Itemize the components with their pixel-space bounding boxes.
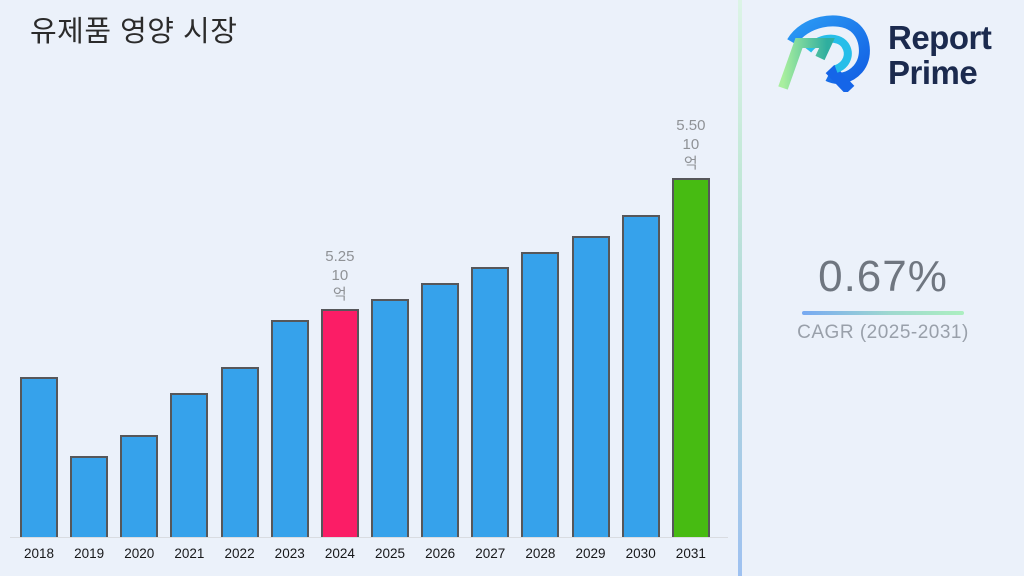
cagr-underline xyxy=(802,311,964,315)
bar-group-2018: 2018 xyxy=(20,126,58,561)
logo-line2: Prime xyxy=(888,53,978,91)
x-tick-2018: 2018 xyxy=(23,546,55,561)
bar-2029 xyxy=(571,236,610,537)
cagr-label: CAGR (2025-2031) xyxy=(797,322,969,343)
x-tick-2020: 2020 xyxy=(124,546,155,561)
x-axis-line xyxy=(10,537,728,538)
report-prime-logo: Report Prime xyxy=(776,12,992,97)
x-tick-2019: 2019 xyxy=(74,546,105,561)
cagr-value: 0.67% xyxy=(818,252,948,301)
bar-group-2022: 2022 xyxy=(220,126,259,561)
bar-2028 xyxy=(521,252,560,537)
report-prime-logo-icon xyxy=(776,12,876,97)
bar-group-2023: 2023 xyxy=(270,126,309,561)
x-tick-2031: 2031 xyxy=(675,546,706,561)
bar-group-2028: 2028 xyxy=(521,126,560,561)
bar-group-2025: 2025 xyxy=(370,126,409,561)
logo-line1: Report xyxy=(888,18,992,56)
cagr-block: 0.67% CAGR (2025-2031) xyxy=(776,252,990,344)
data-label-2024: 5.25 10억 xyxy=(325,248,355,303)
x-tick-2027: 2027 xyxy=(475,546,506,561)
bar-2025 xyxy=(370,299,409,537)
bar-group-2021: 2021 xyxy=(170,126,209,561)
bar-2021 xyxy=(170,393,209,537)
bar-2022 xyxy=(220,367,259,537)
x-tick-2025: 2025 xyxy=(374,546,406,561)
x-tick-2029: 2029 xyxy=(575,546,606,561)
bar-2019 xyxy=(70,456,109,537)
bar-2024 xyxy=(320,309,359,537)
bar-group-2031: 2031 5.50 10억 xyxy=(671,117,710,561)
bar-2023 xyxy=(270,320,309,537)
x-tick-2024: 2024 xyxy=(324,546,355,561)
bar-2030 xyxy=(621,215,660,537)
bar-2018 xyxy=(20,377,58,537)
x-tick-2030: 2030 xyxy=(625,546,656,561)
x-tick-2021: 2021 xyxy=(174,546,205,561)
page-title: 유제품 영양 시장 xyxy=(30,16,238,48)
bar-group-2019: 2019 xyxy=(70,126,109,561)
bar-group-2030: 2030 xyxy=(621,126,660,561)
bar-group-2029: 2029 xyxy=(571,126,610,561)
bar-group-2027: 2027 xyxy=(471,126,510,561)
logo-wordmark: Report Prime xyxy=(888,18,992,91)
x-tick-2026: 2026 xyxy=(425,546,456,561)
data-label-2031: 5.50 10억 xyxy=(676,117,706,172)
bar-2020 xyxy=(120,435,159,537)
x-tick-2028: 2028 xyxy=(525,546,556,561)
x-tick-2023: 2023 xyxy=(274,546,305,561)
x-tick-2022: 2022 xyxy=(224,546,255,561)
vertical-divider xyxy=(738,0,742,576)
bar-2031 xyxy=(671,178,710,537)
bar-2026 xyxy=(421,283,460,537)
plot-area: 2018 2019 2020 2021 2022 2023 2024 5.25 10억 2025… xyxy=(20,117,710,561)
bar-group-2026: 2026 xyxy=(421,126,460,561)
bar-2027 xyxy=(471,267,510,537)
bar-group-2020: 2020 xyxy=(120,126,159,561)
bar-group-2024: 2024 5.25 10억 xyxy=(320,126,359,561)
